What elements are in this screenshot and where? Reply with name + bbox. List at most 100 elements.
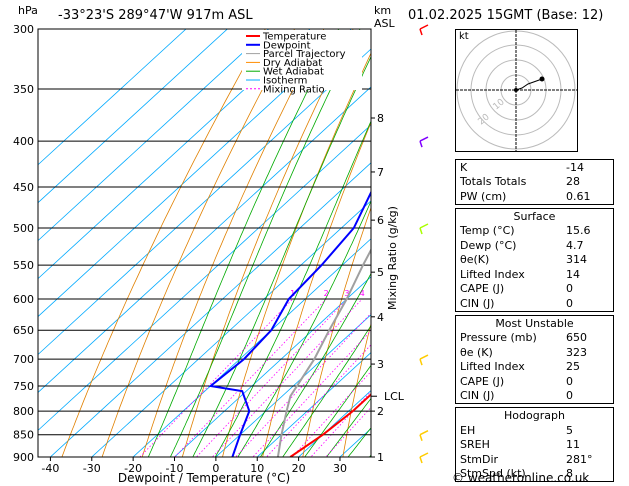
svg-text:20: 20 xyxy=(477,112,492,127)
wind-barb xyxy=(419,430,429,436)
surface-index-row-label: θe(K) xyxy=(460,253,490,267)
mixing-ratio-label: 15 xyxy=(433,289,443,298)
pressure-tick-label: 300 xyxy=(13,23,34,36)
wet-adiabat-line xyxy=(347,427,371,457)
most-unstable-indices: Most Unstable Pressure (mb) 650 θe (K) 323 Li… xyxy=(455,314,614,404)
basic-index-row-label: Totals Totals xyxy=(460,175,527,189)
isotherm-line xyxy=(256,352,371,457)
wind-barb xyxy=(419,28,423,36)
dry-adiabat-line xyxy=(262,121,371,457)
pressure-tick-label: 400 xyxy=(13,135,34,148)
wind-barb xyxy=(419,24,429,30)
most-unstable-index-row-value: 0 xyxy=(566,389,573,403)
pressure-tick-label: 350 xyxy=(13,83,34,96)
parcel-trajectory-line xyxy=(276,247,371,457)
dry-adiabat-line xyxy=(61,29,266,457)
temperature-tick-label: 20 xyxy=(292,462,306,475)
isotherm-line xyxy=(38,29,270,242)
most-unstable-index-row: Lifted Index 25 xyxy=(456,360,613,375)
hodograph-plot: 10 20 xyxy=(456,30,577,151)
isotherm-line xyxy=(49,162,371,457)
legend-label: Mixing Ratio xyxy=(263,84,325,95)
basic-index-row-label: K xyxy=(460,160,468,174)
wind-barb xyxy=(419,136,429,142)
wind-barb xyxy=(419,456,423,464)
datetime-title: 01.02.2025 15GMT (Base: 12) xyxy=(408,8,604,23)
dry-adiabat-line xyxy=(141,29,325,457)
mixing-ratio-label: 10 xyxy=(409,289,419,298)
hodograph-index-row-value: 11 xyxy=(566,438,580,452)
km-tick-label: 6 xyxy=(377,214,384,227)
hpa-axis-unit: hPa xyxy=(18,4,38,17)
surface-index-row-value: 0 xyxy=(566,296,573,310)
dry-adiabat-line xyxy=(623,2,629,482)
dry-adiabat-line xyxy=(181,29,354,457)
wet-adiabat-line xyxy=(304,364,371,457)
asl-axis-unit: ASL xyxy=(374,17,395,30)
pressure-tick-label: 600 xyxy=(13,293,34,306)
basic-index-row-value: -14 xyxy=(566,160,584,174)
wind-barb xyxy=(419,223,429,229)
most-unstable-index-row: CIN (J) 0 xyxy=(456,389,613,404)
mixing-ratio-axis-label: Mixing Ratio (g/kg) xyxy=(386,206,399,310)
dry-adiabat-line xyxy=(342,322,371,457)
wet-adiabat-line xyxy=(259,272,371,457)
hodograph-index-row: SREH 11 xyxy=(456,438,613,453)
hodograph-index-row: StmSpd (kt) 8 xyxy=(456,467,613,482)
most-unstable-index-row: CAPE (J) 0 xyxy=(456,374,613,389)
temperature-tick-label: -30 xyxy=(83,462,101,475)
mixing-ratio-label: 3 xyxy=(344,289,349,298)
wind-barb xyxy=(419,434,423,441)
temperature-tick-label: -20 xyxy=(124,462,142,475)
basic-index-row: Totals Totals 28 xyxy=(456,175,613,190)
hodograph-index-row-label: EH xyxy=(460,423,476,437)
most-unstable-index-row-label: θe (K) xyxy=(460,345,493,359)
surface-indices: Surface Temp (°C) 15.6 Dewp (°C) 4.7 θe(K) 314… xyxy=(455,207,614,312)
hodograph-index-row-label: StmSpd (kt) xyxy=(460,467,526,481)
most-unstable-index-row-value: 650 xyxy=(566,331,587,345)
surface-index-row-label: CAPE (J) xyxy=(460,282,505,296)
pressure-tick-label: 450 xyxy=(13,181,34,194)
most-unstable-index-row-label: Pressure (mb) xyxy=(460,331,537,345)
pressure-tick-label: 750 xyxy=(13,380,34,393)
dry-adiabat-line xyxy=(101,29,296,457)
isotherm-line xyxy=(38,29,187,166)
pressure-tick-label: 500 xyxy=(13,222,34,235)
mixing-ratio-line xyxy=(235,312,371,457)
mixing-ratio-label: 2 xyxy=(324,289,329,298)
temperature-tick-label: 30 xyxy=(333,462,347,475)
hodograph-index-row-value: 8 xyxy=(566,467,573,481)
temperature-tick-label: 0 xyxy=(212,462,219,475)
basic-index-row-label: PW (cm) xyxy=(460,189,507,203)
wet-adiabat-line xyxy=(282,324,371,457)
mixing-ratio-label: 8 xyxy=(398,289,403,298)
legend-label: Dewpoint xyxy=(263,40,311,51)
temperature-tick-label: -10 xyxy=(166,462,184,475)
legend-label: Parcel Trajectory xyxy=(263,49,346,60)
hodograph-index-row-label: StmDir xyxy=(460,452,499,466)
wind-barb xyxy=(419,140,423,148)
mixing-ratio-line xyxy=(310,390,371,457)
surface-index-row: Temp (°C) 15.6 xyxy=(456,224,613,239)
pressure-tick-label: 650 xyxy=(13,324,34,337)
most-unstable-index-row-value: 25 xyxy=(566,360,580,374)
pressure-tick-label: 700 xyxy=(13,353,34,366)
surface-index-row-label: Lifted Index xyxy=(460,267,525,281)
isotherm-line xyxy=(38,29,228,204)
most-unstable-index-row: θe (K) 323 xyxy=(456,345,613,360)
hodograph-unit: kt xyxy=(459,31,469,42)
hodograph-index-row-label: SREH xyxy=(460,438,490,452)
most-unstable-index-row-value: 0 xyxy=(566,374,573,388)
km-tick-label: 8 xyxy=(377,112,384,125)
km-tick-label: 4 xyxy=(377,311,384,324)
hodograph-index-row-value: 281° xyxy=(566,452,593,466)
surface-index-row: Dewp (°C) 4.7 xyxy=(456,238,613,253)
wet-adiabat-line xyxy=(326,397,371,457)
wet-adiabat-line xyxy=(237,200,371,457)
wind-barb xyxy=(419,354,429,360)
legend-label: Isotherm xyxy=(263,76,307,87)
wind-barb xyxy=(419,452,429,458)
surface-index-row: Lifted Index 14 xyxy=(456,267,613,282)
pressure-tick-label: 900 xyxy=(13,451,34,464)
